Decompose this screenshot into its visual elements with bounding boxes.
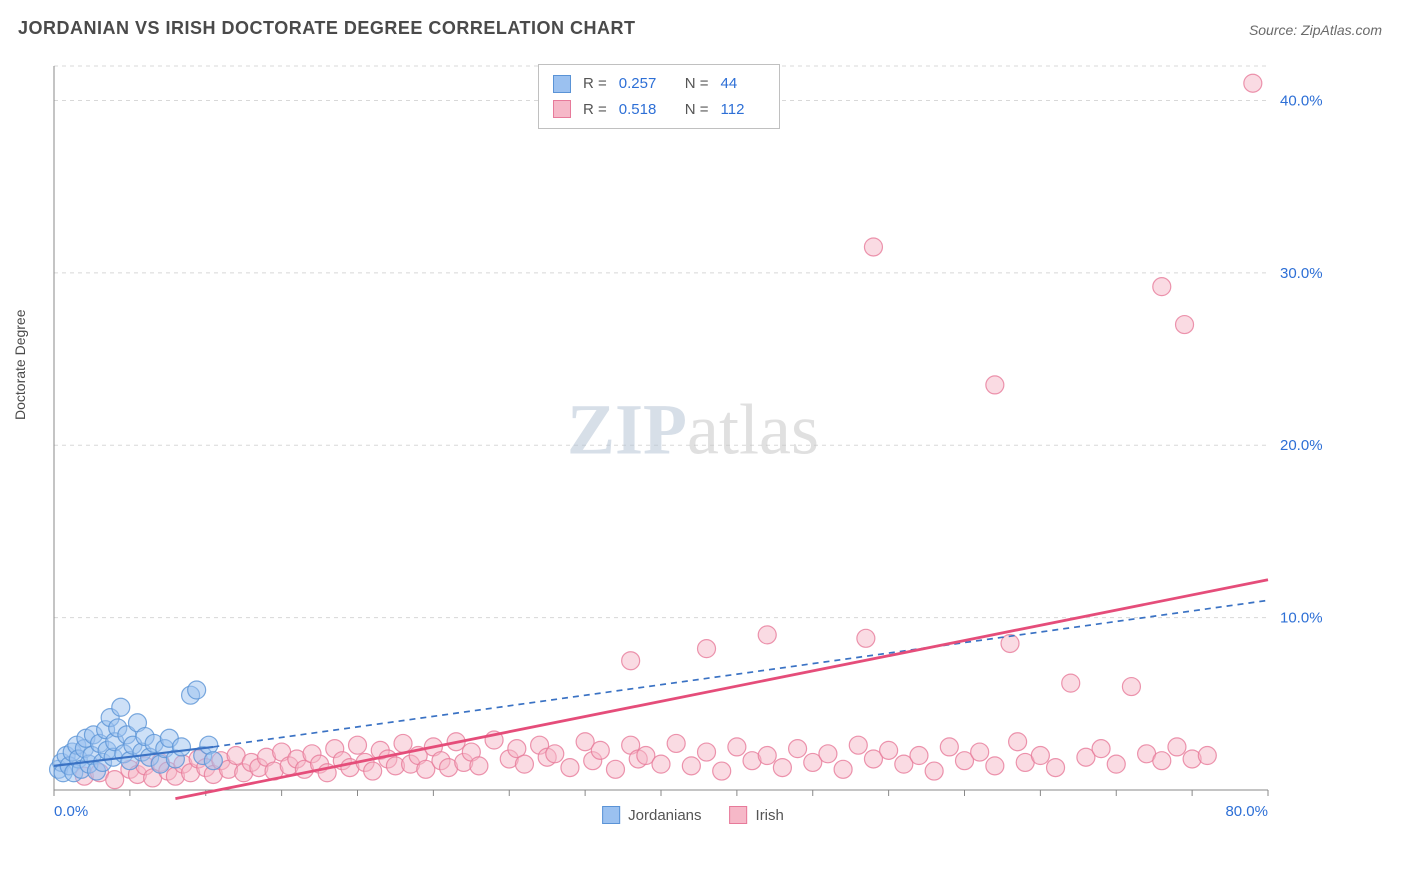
svg-text:30.0%: 30.0% — [1280, 265, 1323, 282]
series-name: Irish — [756, 807, 784, 824]
scatter-chart: 10.0% 20.0% 30.0% 40.0% 0.0% 80.0% — [48, 60, 1338, 830]
legend-row: R = 0.257 N = 44 — [553, 71, 765, 97]
chart-title: JORDANIAN VS IRISH DOCTORATE DEGREE CORR… — [18, 18, 636, 39]
r-label: R = — [583, 97, 607, 123]
correlation-legend: R = 0.257 N = 44 R = 0.518 N = 112 — [538, 64, 780, 129]
r-value: 0.257 — [619, 71, 663, 97]
series-legend-item: Irish — [730, 806, 784, 824]
legend-swatch — [553, 75, 571, 93]
svg-text:40.0%: 40.0% — [1280, 92, 1323, 109]
series-legend: Jordanians Irish — [602, 806, 784, 824]
legend-swatch — [730, 806, 748, 824]
n-value: 112 — [721, 97, 765, 123]
n-label: N = — [685, 71, 709, 97]
svg-text:80.0%: 80.0% — [1225, 803, 1268, 820]
legend-row: R = 0.518 N = 112 — [553, 97, 765, 123]
plot-area: 10.0%20.0%30.0%40.0%0.0%80.0% ZIPatlas R… — [48, 60, 1338, 830]
n-label: N = — [685, 97, 709, 123]
svg-text:0.0%: 0.0% — [54, 803, 88, 820]
r-label: R = — [583, 71, 607, 97]
series-name: Jordanians — [628, 807, 701, 824]
r-value: 0.518 — [619, 97, 663, 123]
source-label: Source: — [1249, 22, 1297, 38]
svg-text:10.0%: 10.0% — [1280, 610, 1323, 627]
source-value: ZipAtlas.com — [1301, 22, 1382, 38]
series-legend-item: Jordanians — [602, 806, 701, 824]
y-axis-label: Doctorate Degree — [12, 309, 28, 420]
source-attribution: Source: ZipAtlas.com — [1249, 22, 1382, 38]
svg-text:20.0%: 20.0% — [1280, 437, 1323, 454]
legend-swatch — [553, 100, 571, 118]
n-value: 44 — [721, 71, 765, 97]
legend-swatch — [602, 806, 620, 824]
